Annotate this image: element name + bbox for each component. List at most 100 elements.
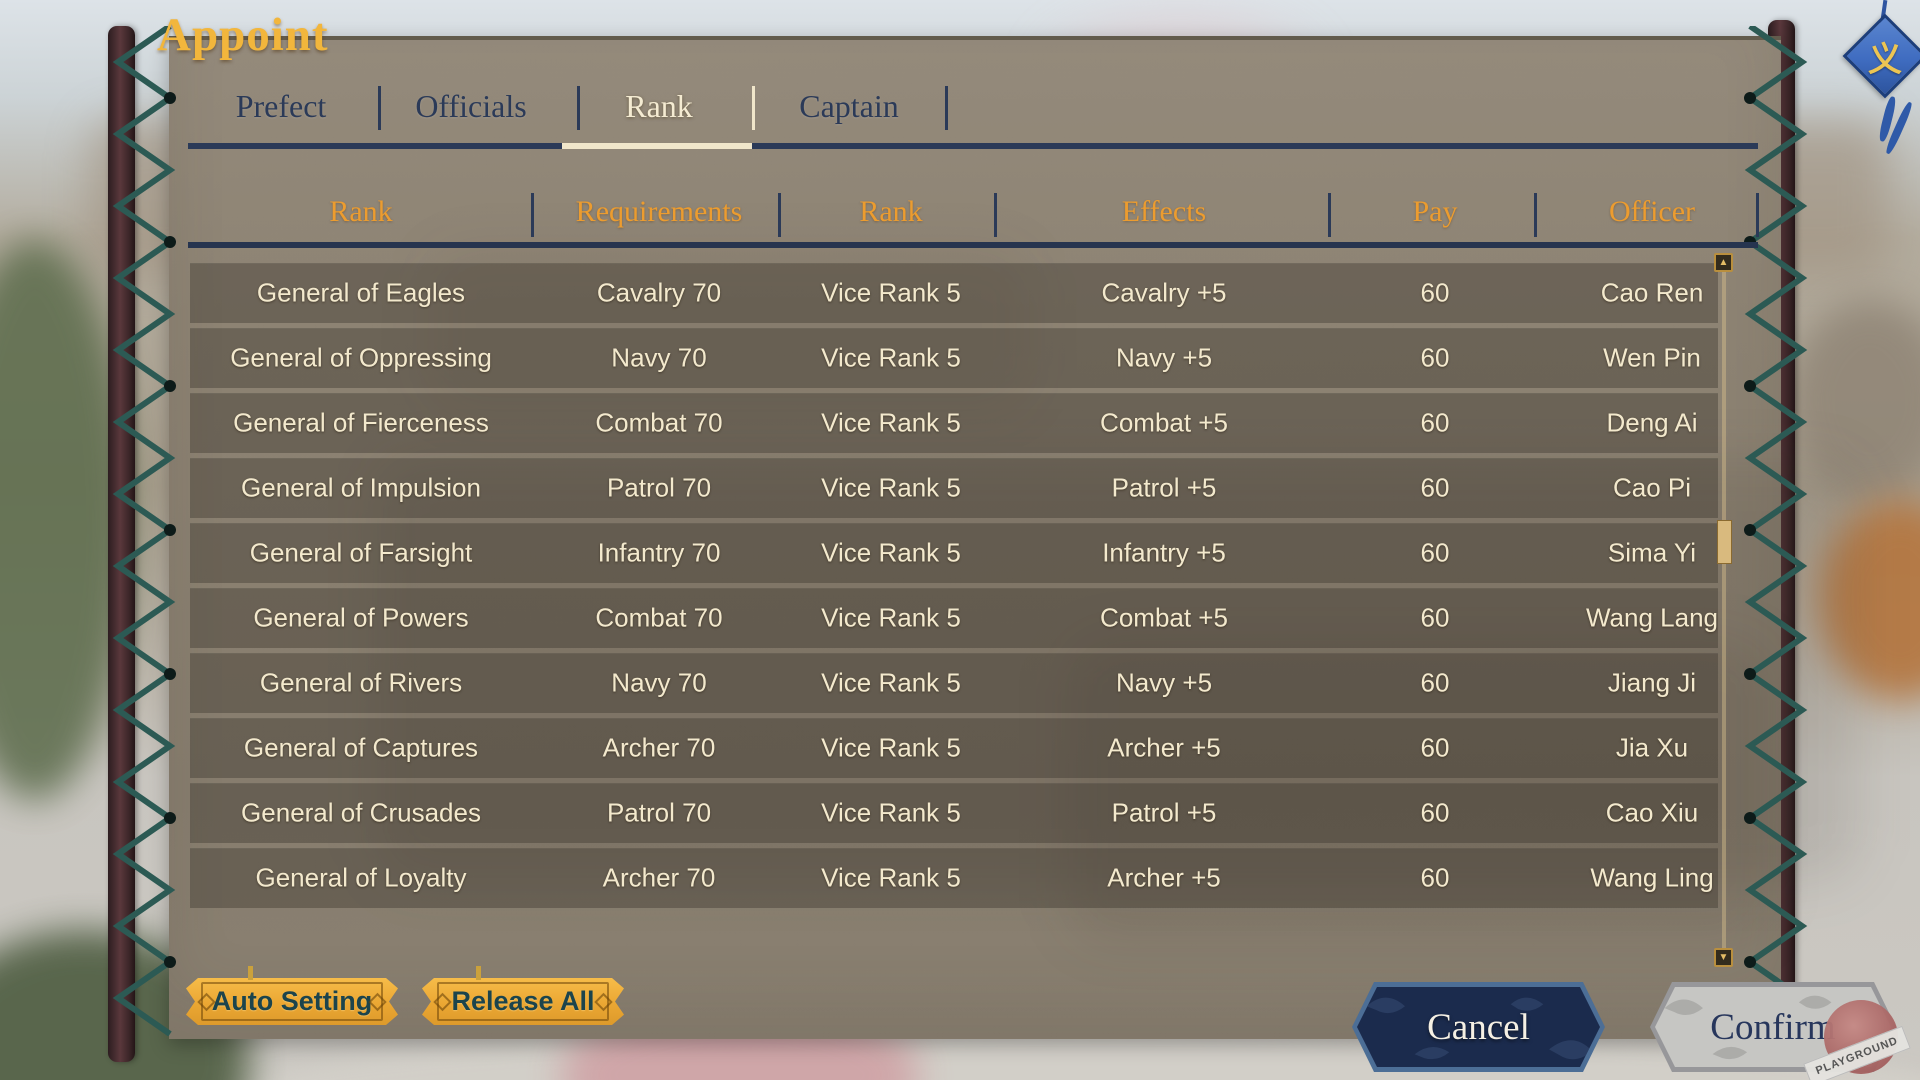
col-header-rank2: Rank [859, 195, 923, 228]
cell-requirement: Navy 70 [611, 667, 707, 698]
tab-prefect[interactable]: Prefect [235, 88, 327, 124]
tab-divider [752, 86, 755, 130]
cell-vice_rank: Vice Rank 5 [821, 537, 961, 568]
cell-vice_rank: Vice Rank 5 [821, 797, 961, 828]
cell-requirement: Navy 70 [611, 342, 707, 373]
header-divider [1756, 193, 1759, 237]
cell-effect: Patrol +5 [1111, 472, 1217, 503]
cell-officer: Sima Yi [1607, 537, 1697, 568]
button-strap [476, 966, 481, 980]
cell-requirement: Combat 70 [595, 407, 723, 438]
header-divider [778, 193, 781, 237]
cell-officer: Jiang Ji [1607, 667, 1697, 698]
tab-underline [188, 143, 1758, 149]
cell-rank: General of Crusades [241, 797, 481, 828]
table-row[interactable]: General of Rivers Navy 70 Vice Rank 5 Navy … [190, 653, 1718, 713]
page-title: Appoint [157, 9, 329, 61]
tab-divider [945, 86, 948, 130]
col-header-officer: Officer [1608, 195, 1696, 228]
cell-rank: General of Captures [243, 732, 479, 763]
scrollbar-thumb[interactable] [1717, 520, 1732, 564]
cell-vice_rank: Vice Rank 5 [821, 602, 961, 633]
cell-rank: General of Impulsion [241, 472, 481, 503]
cell-rank: General of Eagles [256, 277, 466, 308]
cell-vice_rank: Vice Rank 5 [821, 667, 961, 698]
cell-effect: Combat +5 [1100, 602, 1228, 633]
col-header-requirements: Requirements [575, 195, 743, 228]
cell-requirement: Archer 70 [602, 732, 716, 763]
cell-pay: 60 [1420, 407, 1450, 438]
release-all-label: Release All [437, 982, 609, 1021]
cell-officer: Cao Pi [1612, 472, 1692, 503]
rank-table: General of Eagles Cavalry 70 Vice Rank 5 Ca… [190, 263, 1718, 913]
cell-pay: 60 [1420, 472, 1450, 503]
cell-effect: Navy +5 [1115, 342, 1213, 373]
cell-officer: Deng Ai [1606, 407, 1698, 438]
kite-ornament: 义 [1842, 0, 1920, 156]
cell-officer: Cao Xiu [1605, 797, 1699, 828]
bg-roof-right [1790, 300, 1920, 500]
cell-requirement: Patrol 70 [606, 472, 712, 503]
cell-rank: General of Fierceness [233, 407, 489, 438]
lacing-right [1744, 26, 1808, 1036]
cell-rank: General of Oppressing [230, 342, 492, 373]
cell-vice_rank: Vice Rank 5 [821, 862, 961, 893]
auto-setting-button[interactable]: Auto Setting [186, 978, 398, 1025]
cell-pay: 60 [1420, 862, 1450, 893]
cell-vice_rank: Vice Rank 5 [821, 472, 961, 503]
table-row[interactable]: General of Fierceness Combat 70 Vice Rank … [190, 393, 1718, 453]
cell-effect: Infantry +5 [1102, 537, 1226, 568]
col-header-pay: Pay [1412, 195, 1458, 228]
tab-captain[interactable]: Captain [799, 88, 899, 124]
cell-vice_rank: Vice Rank 5 [821, 732, 961, 763]
col-header-rank: Rank [329, 195, 393, 228]
table-row[interactable]: General of Oppressing Navy 70 Vice Rank 5 N… [190, 328, 1718, 388]
cancel-button[interactable]: Cancel [1352, 982, 1605, 1072]
table-row[interactable]: General of Farsight Infantry 70 Vice Rank … [190, 523, 1718, 583]
playground-watermark: PLAYGROUND [1803, 1000, 1911, 1080]
scrollbar-track[interactable] [1722, 272, 1726, 948]
panel-sheen [429, 250, 1029, 410]
cell-effect: Combat +5 [1100, 407, 1228, 438]
header-divider [1328, 193, 1331, 237]
lacing-left [112, 26, 176, 1036]
cell-requirement: Cavalry 70 [596, 277, 722, 308]
appoint-panel [169, 36, 1859, 1039]
cell-pay: 60 [1420, 732, 1450, 763]
cell-rank: General of Powers [253, 602, 469, 633]
cell-rank: General of Farsight [249, 537, 473, 568]
table-row[interactable]: General of Loyalty Archer 70 Vice Rank 5 Ar… [190, 848, 1718, 908]
cell-rank: General of Loyalty [255, 862, 467, 893]
table-row[interactable]: General of Crusades Patrol 70 Vice Rank 5 P… [190, 783, 1718, 843]
cell-pay: 60 [1420, 277, 1450, 308]
tab-officials[interactable]: Officials [415, 88, 527, 124]
scroll-up-icon[interactable]: ▲ [1714, 253, 1733, 272]
cell-pay: 60 [1420, 797, 1450, 828]
cell-requirement: Infantry 70 [597, 537, 721, 568]
header-divider [1534, 193, 1537, 237]
cell-vice_rank: Vice Rank 5 [821, 342, 961, 373]
panel-sheen [379, 460, 1859, 880]
cell-effect: Archer +5 [1107, 862, 1221, 893]
cell-requirement: Archer 70 [602, 862, 716, 893]
cell-pay: 60 [1420, 537, 1450, 568]
button-strap [248, 966, 253, 980]
col-header-effects: Effects [1121, 195, 1207, 228]
cell-pay: 60 [1420, 602, 1450, 633]
cell-effect: Patrol +5 [1111, 797, 1217, 828]
cell-requirement: Patrol 70 [606, 797, 712, 828]
scroll-down-icon[interactable]: ▼ [1714, 948, 1733, 967]
table-row[interactable]: General of Powers Combat 70 Vice Rank 5 Com… [190, 588, 1718, 648]
header-divider [994, 193, 997, 237]
cell-requirement: Combat 70 [595, 602, 723, 633]
tab-divider [577, 86, 580, 130]
tab-rank[interactable]: Rank [625, 88, 693, 124]
table-row[interactable]: General of Impulsion Patrol 70 Vice Rank 5… [190, 458, 1718, 518]
header-rule [188, 242, 1758, 248]
table-row[interactable]: General of Captures Archer 70 Vice Rank 5 A… [190, 718, 1718, 778]
release-all-button[interactable]: Release All [422, 978, 624, 1025]
active-tab-indicator [562, 143, 752, 149]
cell-effect: Navy +5 [1115, 667, 1213, 698]
table-row[interactable]: General of Eagles Cavalry 70 Vice Rank 5 Ca… [190, 263, 1718, 323]
